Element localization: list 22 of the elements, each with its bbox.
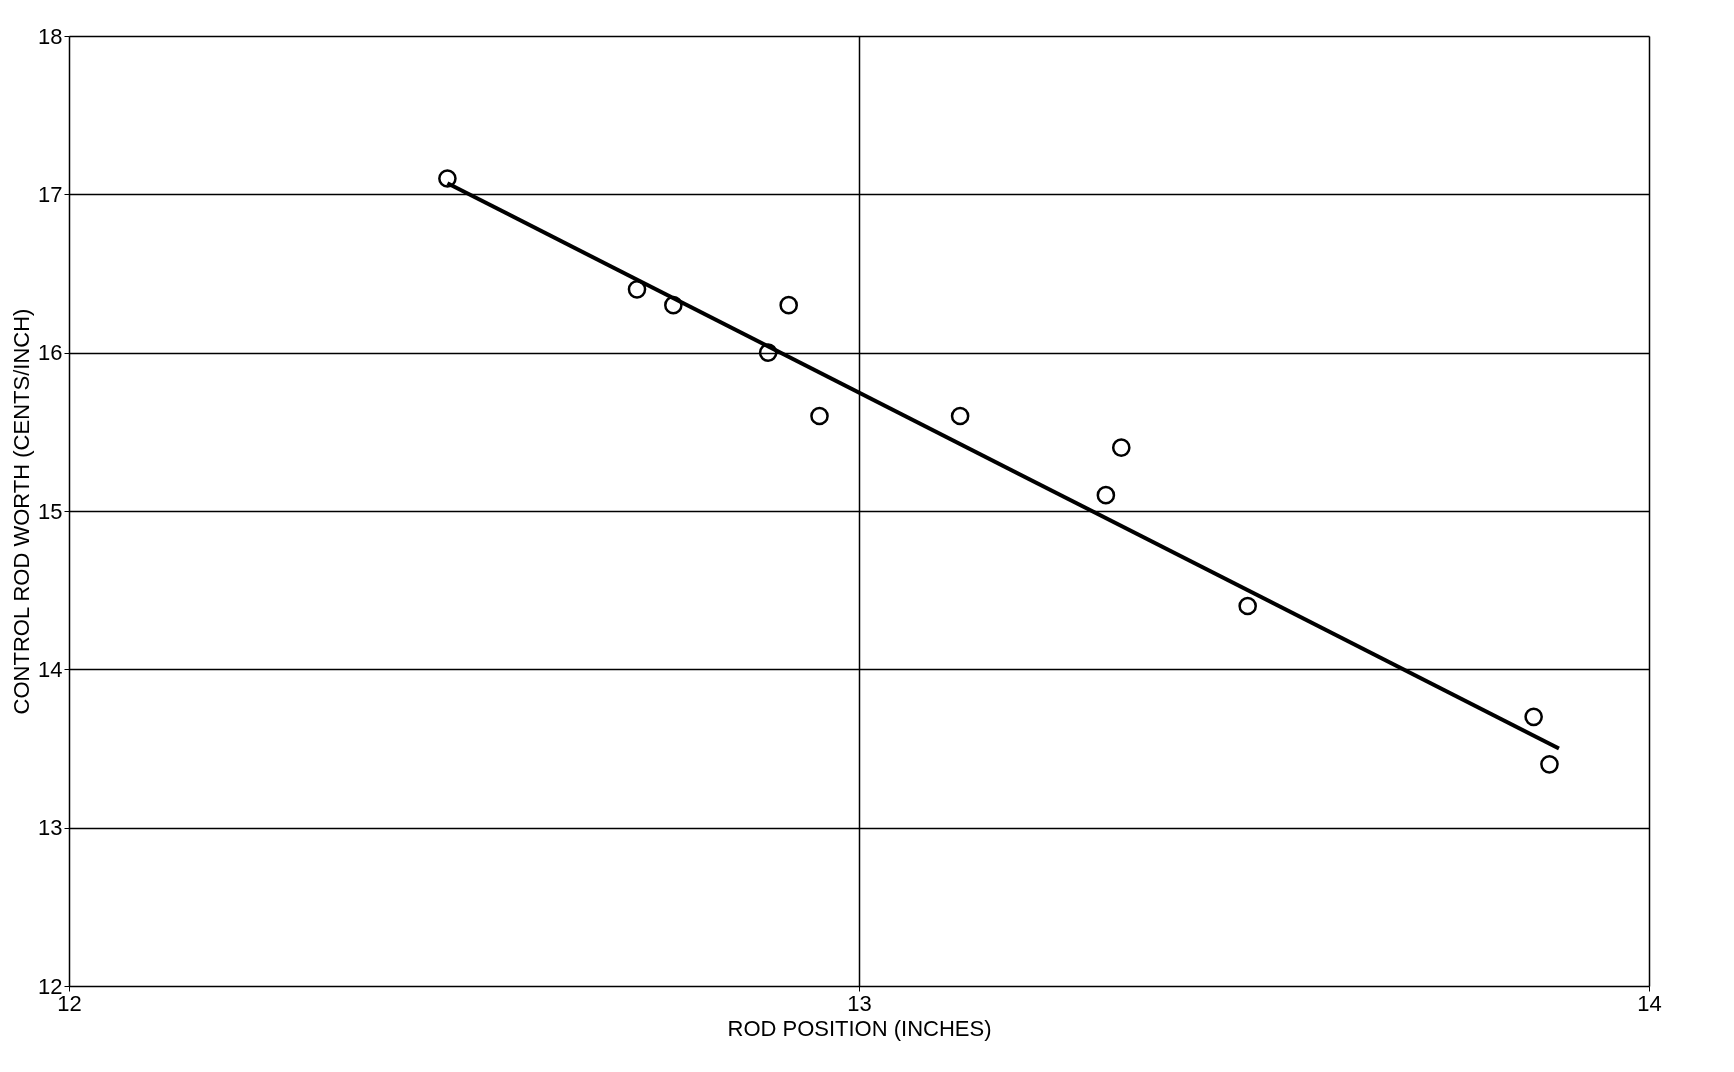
point — [664, 295, 683, 315]
point — [950, 406, 970, 426]
point — [1096, 485, 1116, 505]
point — [758, 343, 778, 362]
point — [1111, 438, 1131, 457]
y-tick-label: 18 — [38, 23, 63, 49]
y-tick-label: 15 — [38, 498, 63, 524]
y-tick-label: 17 — [38, 181, 63, 207]
y-tick-label: 14 — [38, 656, 63, 682]
x-axis-title: ROD POSITION (INCHES) — [727, 1015, 992, 1041]
x-tick-label: 14 — [1637, 990, 1662, 1016]
x-tick-label: 13 — [847, 990, 872, 1016]
point — [1524, 707, 1543, 727]
point — [1540, 755, 1559, 774]
point — [810, 406, 829, 426]
y-tick-label: 13 — [38, 815, 63, 841]
point — [1238, 596, 1257, 616]
point — [779, 295, 798, 315]
y-axis-title: CONTROL ROD WORTH (CENTS/INCH) — [9, 308, 35, 715]
point — [627, 280, 647, 299]
point — [438, 169, 457, 188]
y-tick-label: 16 — [38, 340, 63, 366]
